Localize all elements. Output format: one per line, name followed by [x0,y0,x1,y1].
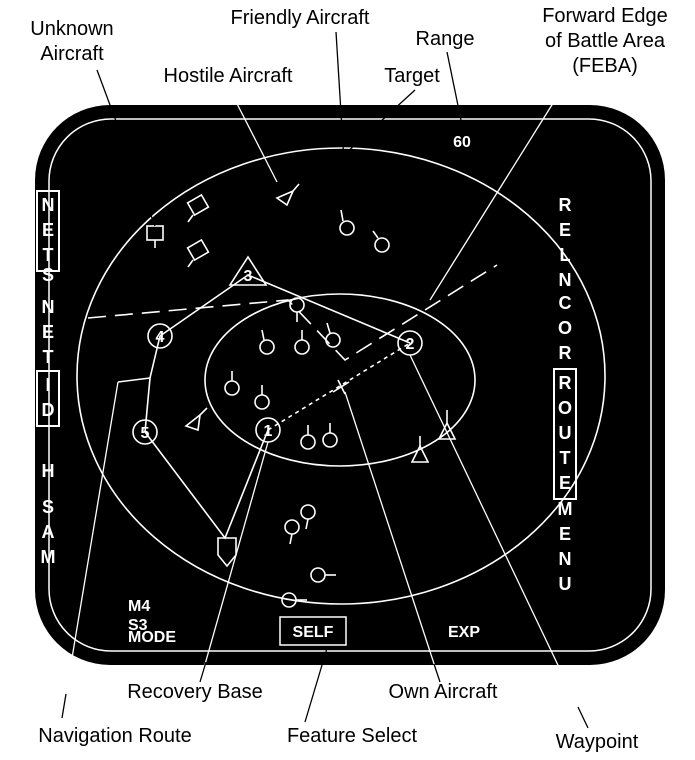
menu-option[interactable]: MENU [555,499,575,599]
callout-label: Feature Select [287,725,418,747]
screen-border [48,118,652,652]
callout-line: Unknown [30,18,113,40]
callout-label: Navigation Route [38,725,191,747]
waypoint [397,330,423,356]
leader-line-tails [61,661,589,729]
leader-line [227,89,416,262]
exp-label: EXP [448,624,480,641]
mode-label: S3 [128,617,148,634]
callout-label: Own Aircraft [389,681,498,703]
callout-line: Target [384,65,440,87]
waypoint-number: 1 [264,423,273,440]
callout-label: Target [384,65,440,87]
callout-label: Friendly Aircraft [231,7,370,29]
callout-label: Forward Edge of Battle Area (FEBA) [542,5,668,77]
menu-option[interactable]: SAM [38,497,58,572]
recovery-base [217,537,237,568]
menu-option[interactable]: RELN [555,195,575,295]
route-line [144,335,269,540]
own-aircraft [332,379,350,395]
callout-line: Forward Edge [542,5,668,27]
range-value: 60 [453,134,471,151]
menu-option[interactable]: COR [555,293,575,368]
hostile-aircraft [184,183,457,463]
callout-line: Waypoint [556,731,639,753]
waypoint-number: 2 [406,336,415,353]
menu-option[interactable]: ROUTE [553,368,577,500]
callout-label: Unknown Aircraft [30,18,113,65]
callout-line: Aircraft [40,43,104,65]
callout-line: of Battle Area [545,30,666,52]
waypoint-number: 5 [141,425,150,442]
callout-label: Recovery Base [127,681,263,703]
inner-range-ring [204,293,476,467]
callout-line: Feature Select [287,725,418,747]
callout-label: Range [416,28,475,50]
menu-option[interactable]: NET [36,190,60,272]
callout-line: (FEBA) [572,55,638,77]
callout-line: Recovery Base [127,681,263,703]
select-box [279,616,347,646]
callout-line: Navigation Route [38,725,191,747]
friendly-aircraft [224,209,390,608]
waypoint-number: 4 [156,329,165,346]
own-track [267,342,411,431]
leader-lines [61,31,589,729]
outer-range-ring [76,147,606,605]
waypoint-number: 3 [244,268,253,285]
waypoint [132,419,158,445]
callout-line: Friendly Aircraft [231,7,370,29]
menu-option[interactable]: S [38,265,58,290]
route-line [159,274,411,344]
callout-line: Hostile Aircraft [164,65,293,87]
callout-label: Hostile Aircraft [164,65,293,87]
waypoint [255,417,281,443]
route-leg [117,377,151,383]
callout-label: Waypoint [556,731,639,753]
menu-option[interactable]: ID [36,370,60,427]
menu-option[interactable]: NET [38,297,58,372]
callout-line: Range [416,28,475,50]
waypoint [147,323,173,349]
menu-option[interactable]: H [38,461,58,486]
callout-line: Own Aircraft [389,681,498,703]
select-label: SELF [293,624,334,641]
mode-label: M4 [128,598,150,615]
mode-label: MODE [128,629,176,646]
target [228,255,268,286]
